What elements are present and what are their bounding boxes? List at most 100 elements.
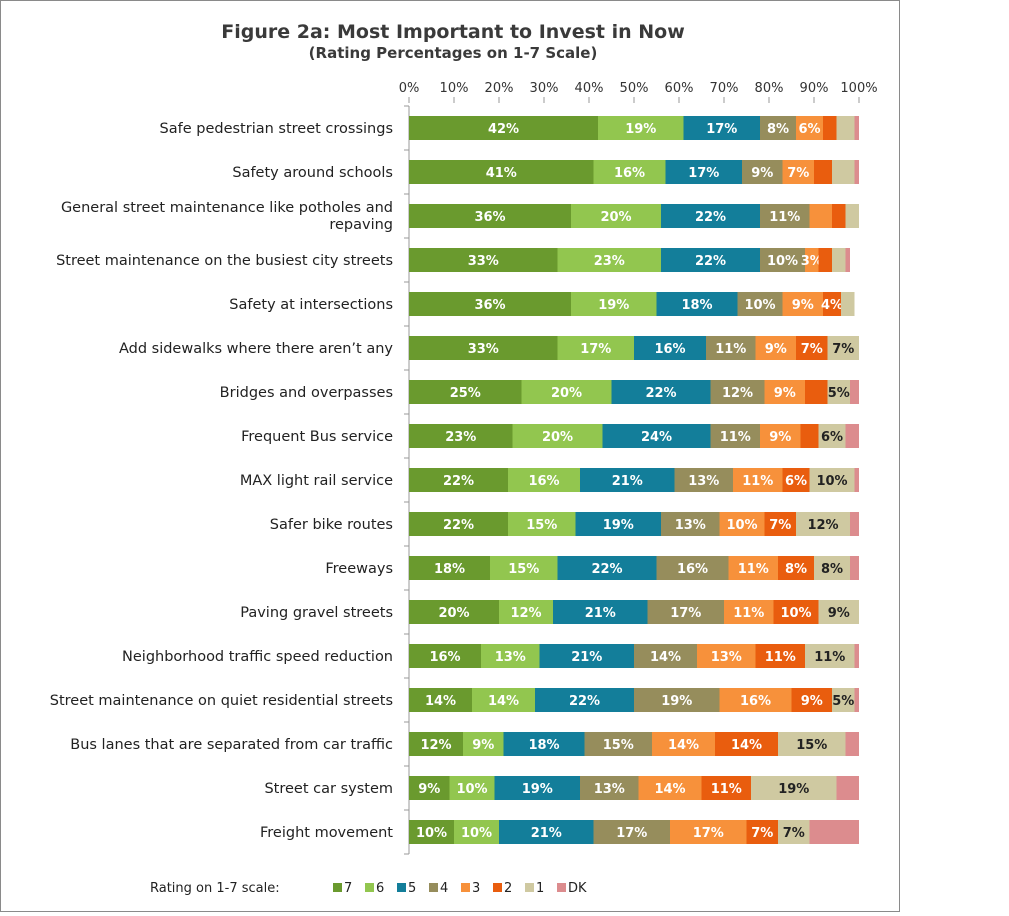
data-label: 20% <box>600 210 631 225</box>
bar-segment <box>832 204 846 228</box>
bar-segment <box>409 600 499 624</box>
data-label: 11% <box>733 606 764 621</box>
bar-segment <box>553 600 648 624</box>
data-label: 11% <box>711 782 742 797</box>
legend-swatch <box>461 883 470 892</box>
bar-segment <box>742 160 783 184</box>
x-tick-label: 100% <box>840 81 877 96</box>
data-label: 22% <box>695 254 726 269</box>
x-tick-label: 80% <box>755 81 784 96</box>
bar-segment <box>760 116 796 140</box>
bar-segment <box>778 732 846 756</box>
bar-segment <box>737 292 783 316</box>
x-tick-label: 90% <box>800 81 829 96</box>
bar-segment <box>557 336 634 360</box>
bar-segment <box>490 556 558 580</box>
data-label: 9% <box>751 166 773 181</box>
bar-segment <box>836 776 859 800</box>
bar-segment <box>656 292 738 316</box>
bar-segment <box>670 820 747 844</box>
bar-segment <box>755 644 805 668</box>
x-tick-label: 40% <box>575 81 604 96</box>
bar-segment <box>539 644 634 668</box>
data-label: 20% <box>551 386 582 401</box>
bar-segment <box>593 160 666 184</box>
data-label: 24% <box>641 430 672 445</box>
bar-segment <box>409 468 508 492</box>
data-label: 14% <box>654 782 685 797</box>
legend-swatch <box>397 883 406 892</box>
data-label: 15% <box>526 518 557 533</box>
data-label: 9% <box>828 606 850 621</box>
category-label: Add sidewalks where there aren’t any <box>119 341 393 357</box>
data-label: 9% <box>472 738 494 753</box>
bar-segment <box>508 512 576 536</box>
category-label: Street maintenance on quiet residential … <box>50 693 393 709</box>
bar-segment <box>818 424 846 448</box>
bar-segment <box>755 336 796 360</box>
bar-segment <box>409 336 558 360</box>
data-label: 21% <box>531 826 562 841</box>
bar-segment <box>850 380 859 404</box>
bar-segment <box>697 644 756 668</box>
bar-segment <box>409 776 450 800</box>
legend-swatch <box>429 883 438 892</box>
data-label: 9% <box>792 298 814 313</box>
bar-segment <box>823 292 841 316</box>
data-label: 14% <box>425 694 456 709</box>
bar-segment <box>481 644 540 668</box>
bar-segment <box>409 512 508 536</box>
data-label: 18% <box>681 298 712 313</box>
bar-segment <box>647 600 724 624</box>
category-label: Safe pedestrian street crossings <box>160 121 393 137</box>
data-label: 7% <box>787 166 809 181</box>
bar-segment <box>719 688 792 712</box>
bar-segment <box>809 204 832 228</box>
bar-segment <box>409 204 571 228</box>
bar-segment <box>854 644 859 668</box>
data-label: 21% <box>585 606 616 621</box>
bar-segment <box>845 204 859 228</box>
x-tick-label: 60% <box>665 81 694 96</box>
data-label: 17% <box>580 342 611 357</box>
data-label: 22% <box>591 562 622 577</box>
data-label: 22% <box>695 210 726 225</box>
bar-segment <box>454 820 499 844</box>
bar-segment <box>791 688 832 712</box>
bar-segment <box>409 248 558 272</box>
category-label: Freight movement <box>260 825 393 841</box>
bar-segment <box>499 600 553 624</box>
bar-segment <box>733 468 783 492</box>
bar-segment <box>449 776 495 800</box>
bar-segment <box>773 600 819 624</box>
category-label: Street car system <box>264 781 393 797</box>
legend-swatch <box>365 883 374 892</box>
bar-segment <box>719 512 765 536</box>
bar-segment <box>409 556 490 580</box>
data-label: 21% <box>612 474 643 489</box>
bar-segment <box>800 424 819 448</box>
data-label: 14% <box>731 738 762 753</box>
bar-segment <box>778 820 810 844</box>
data-label: 16% <box>429 650 460 665</box>
category-label: Bus lanes that are separated from car tr… <box>70 737 393 753</box>
data-label: 14% <box>488 694 519 709</box>
data-label: 20% <box>542 430 573 445</box>
data-label: 11% <box>814 650 845 665</box>
bar-segment <box>580 468 675 492</box>
data-label: 11% <box>742 474 773 489</box>
category-label: Safer bike routes <box>270 517 393 533</box>
data-label: 10% <box>767 254 798 269</box>
data-label: 22% <box>569 694 600 709</box>
data-label: 22% <box>443 518 474 533</box>
data-label: 16% <box>528 474 559 489</box>
category-label-line: repaving <box>329 217 393 233</box>
data-label: 41% <box>486 166 517 181</box>
x-tick-label: 0% <box>399 81 420 96</box>
bar-segment <box>715 732 778 756</box>
data-label: 11% <box>738 562 769 577</box>
data-label: 10% <box>456 782 487 797</box>
bar-segment <box>841 292 855 316</box>
bar-segment <box>611 380 711 404</box>
data-label: 9% <box>418 782 440 797</box>
